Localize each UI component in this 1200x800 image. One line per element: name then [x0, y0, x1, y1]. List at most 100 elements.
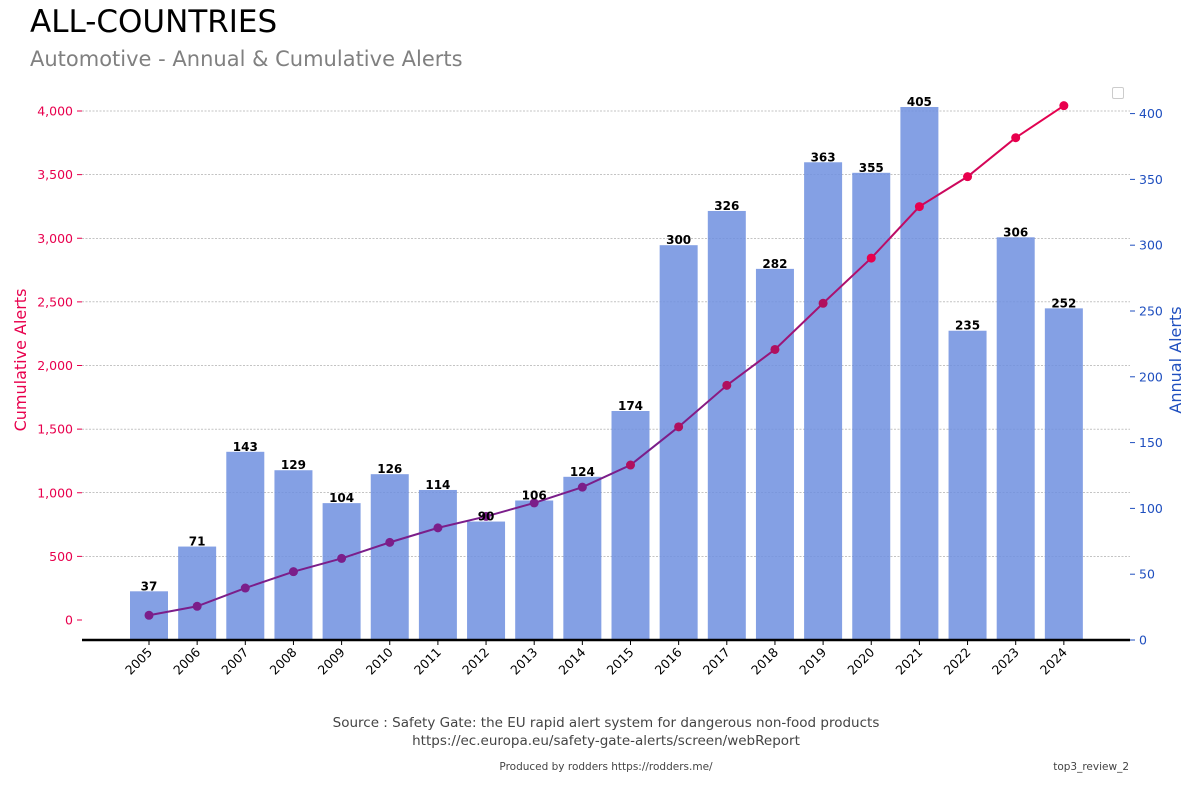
bar-2012 — [467, 521, 506, 640]
x-tick-label-2019: 2019 — [796, 644, 829, 677]
bar-2020 — [852, 172, 891, 640]
cumulative-point-2005 — [144, 610, 154, 620]
bar-2016 — [659, 245, 698, 640]
bar-label-2016: 300 — [666, 233, 691, 247]
right-tick-label-100: 100 — [1139, 501, 1163, 516]
cumulative-point-2022 — [963, 172, 973, 182]
cumulative-line — [144, 101, 1069, 620]
bar-label-2007: 143 — [233, 440, 258, 454]
cumulative-line-path — [148, 104, 1065, 617]
x-tick-label-2020: 2020 — [844, 644, 877, 677]
cumulative-point-2007 — [240, 583, 250, 593]
cumulative-point-2010 — [385, 537, 395, 547]
cumulative-point-2023 — [1011, 133, 1021, 143]
x-tick-label-2012: 2012 — [459, 645, 492, 678]
source-text: Source : Safety Gate: the EU rapid alert… — [332, 715, 880, 731]
cumulative-point-2013 — [529, 498, 539, 508]
bar-label-2011: 114 — [425, 478, 450, 492]
annual-bars — [130, 107, 1083, 641]
bar-2017 — [707, 210, 746, 640]
left-tick-label-2000: 2,000 — [37, 358, 73, 373]
left-tick-label-2500: 2,500 — [37, 294, 73, 309]
left-tick-label-1500: 1,500 — [37, 422, 73, 437]
cumulative-point-2016 — [674, 422, 684, 432]
x-tick-label-2007: 2007 — [218, 645, 251, 678]
x-tick-label-2014: 2014 — [555, 644, 588, 677]
bar-2023 — [996, 237, 1035, 641]
bar-2021 — [900, 107, 939, 640]
bar-label-2008: 129 — [281, 458, 306, 472]
bar-label-2023: 306 — [1003, 225, 1028, 239]
left-tick-label-500: 500 — [49, 549, 73, 564]
cumulative-point-2019 — [818, 298, 828, 308]
bar-label-2021: 405 — [907, 95, 932, 109]
x-tick-label-2008: 2008 — [266, 644, 299, 677]
cumulative-point-2024 — [1059, 101, 1069, 111]
right-tick-label-0: 0 — [1139, 633, 1147, 648]
right-tick-label-350: 350 — [1139, 172, 1163, 187]
left-tick-label-0: 0 — [65, 613, 73, 628]
right-tick-label-300: 300 — [1139, 238, 1163, 253]
x-tick-label-2010: 2010 — [363, 644, 396, 677]
bar-label-2013: 106 — [522, 488, 547, 502]
bar-2024 — [1044, 308, 1083, 640]
right-tick-label-150: 150 — [1139, 435, 1163, 450]
x-tick-label-2024: 2024 — [1037, 644, 1070, 677]
bar-2011 — [418, 489, 457, 640]
bar-2007 — [226, 451, 265, 640]
x-tick-label-2013: 2013 — [507, 645, 540, 678]
cumulative-point-2006 — [192, 601, 202, 611]
produced-by-text: Produced by rodders https://rodders.me/ — [499, 761, 713, 773]
right-axis-title: Annual Alerts — [1166, 306, 1185, 413]
bar-label-2006: 71 — [189, 535, 206, 549]
x-tick-label-2011: 2011 — [411, 645, 444, 678]
x-tick-label-2023: 2023 — [989, 645, 1022, 678]
source-url: https://ec.europa.eu/safety-gate-alerts/… — [412, 733, 800, 749]
cumulative-point-2021 — [914, 202, 924, 212]
x-tick-label-2018: 2018 — [748, 644, 781, 677]
bar-label-2019: 363 — [811, 150, 836, 164]
bar-2013 — [515, 500, 554, 640]
right-tick-label-400: 400 — [1139, 106, 1163, 121]
right-tick-label-250: 250 — [1139, 303, 1163, 318]
left-tick-label-3000: 3,000 — [37, 231, 73, 246]
left-tick-label-1000: 1,000 — [37, 485, 73, 500]
cumulative-point-2008 — [288, 567, 298, 577]
x-tick-label-2015: 2015 — [604, 645, 637, 678]
bar-2008 — [274, 470, 313, 640]
right-tick-label-200: 200 — [1139, 369, 1163, 384]
bar-value-labels: 37 71 143 129 104 126 114 90 106 124 174 300 326 282 3… — [141, 95, 1077, 593]
bar-label-2012: 90 — [478, 510, 495, 524]
cumulative-point-2009 — [337, 553, 347, 563]
x-tick-label-2021: 2021 — [892, 645, 925, 678]
cumulative-point-2020 — [866, 253, 876, 263]
x-tick-label-2017: 2017 — [700, 645, 733, 678]
bar-label-2010: 126 — [377, 462, 402, 476]
x-tick-label-2005: 2005 — [122, 645, 155, 678]
bar-label-2015: 174 — [618, 399, 643, 413]
bar-2006 — [178, 546, 217, 640]
x-tick-label-2016: 2016 — [652, 644, 685, 677]
review-tag: top3_review_2 — [1053, 761, 1129, 773]
cumulative-point-2018 — [770, 344, 780, 354]
bar-2014 — [563, 476, 602, 640]
cumulative-point-2011 — [433, 523, 443, 533]
cumulative-point-2015 — [626, 460, 635, 470]
bar-label-2009: 104 — [329, 491, 354, 505]
bar-label-2020: 355 — [859, 161, 884, 175]
bar-label-2018: 282 — [762, 257, 787, 271]
left-axis-title: Cumulative Alerts — [11, 289, 30, 432]
x-tick-label-2022: 2022 — [941, 645, 974, 678]
right-tick-label-50: 50 — [1139, 567, 1155, 582]
bar-2019 — [804, 162, 843, 640]
left-tick-label-4000: 4,000 — [37, 104, 73, 119]
cumulative-point-2014 — [577, 482, 587, 492]
x-tick-label-2006: 2006 — [170, 644, 203, 677]
bar-2009 — [322, 503, 361, 640]
cumulative-point-2017 — [722, 380, 732, 390]
bar-2015 — [611, 411, 650, 640]
left-tick-label-3500: 3,500 — [37, 167, 73, 182]
x-tick-label-2009: 2009 — [315, 644, 348, 677]
bar-label-2014: 124 — [570, 465, 595, 479]
